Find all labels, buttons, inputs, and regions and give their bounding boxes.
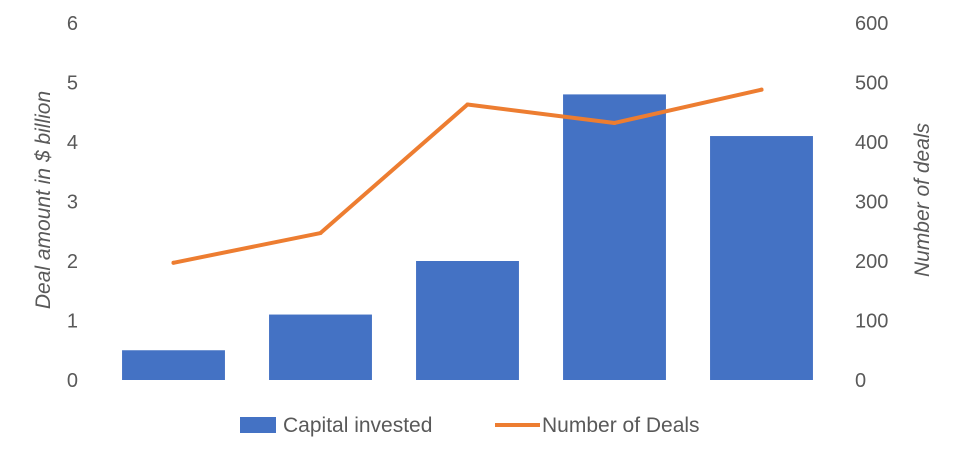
right-tick-label: 300 [855,192,888,214]
left-tick-label: 5 [67,73,78,95]
right-tick-label: 200 [855,251,888,273]
legend-label-deals: Number of Deals [542,414,700,437]
right-axis-title: Number of deals [911,122,934,277]
right-tick-label: 600 [855,13,888,35]
left-axis-title: Deal amount in $ billion [32,91,55,309]
legend-label-capital: Capital invested [283,414,432,437]
bar-capital-invested [269,314,372,380]
line-number-of-deals [171,87,764,265]
left-tick-label: 0 [67,370,78,392]
right-axis-ticks: 0 100 200 300 400 500 600 [855,13,888,392]
bar-capital-invested [122,350,225,380]
bar-capital-invested [710,136,813,380]
right-tick-label: 100 [855,311,888,333]
right-tick-label: 0 [855,370,866,392]
left-tick-label: 1 [67,311,78,333]
left-tick-label: 3 [67,192,78,214]
point-number-of-deals [759,87,764,92]
left-tick-label: 6 [67,13,78,35]
right-tick-label: 400 [855,132,888,154]
point-number-of-deals [612,120,617,125]
point-number-of-deals [171,260,176,265]
point-number-of-deals [465,102,470,107]
legend: Capital invested Number of Deals [240,414,700,437]
bar-series [122,94,813,381]
point-number-of-deals [318,231,323,236]
right-tick-label: 500 [855,73,888,95]
bar-capital-invested [416,261,519,380]
left-tick-label: 4 [67,132,78,154]
line-series [171,87,764,265]
left-tick-label: 2 [67,251,78,273]
bar-capital-invested [563,94,666,381]
left-axis-ticks: 0 1 2 3 4 5 6 [67,13,78,392]
legend-swatch-capital [240,417,276,433]
